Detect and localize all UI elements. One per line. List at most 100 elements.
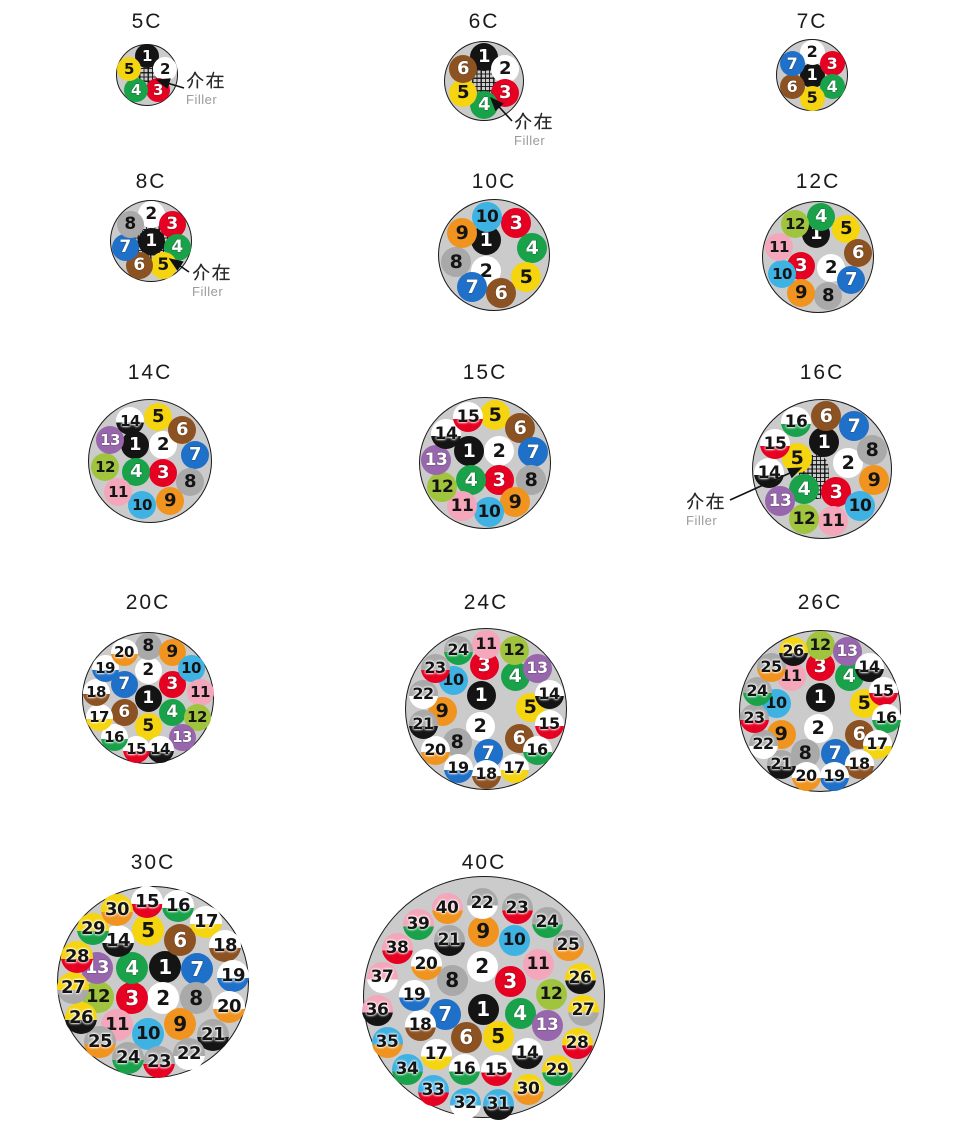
wire-number: 21 [412,714,434,733]
wire-number: 2 [475,954,489,978]
wire-24c-12: 12 [499,635,529,665]
cable-title-16c: 16C [799,361,845,384]
wire-7c-3: 3 [819,51,845,76]
wire-number: 10 [135,1023,161,1044]
wire-number: 3 [829,480,843,503]
wire-24c-24: 24 [443,635,473,665]
wire-26c-16: 16 [871,703,901,733]
wire-16c-8: 8 [857,435,887,465]
wire-40c-26: 26 [564,962,596,994]
wire-26c-23: 23 [739,703,769,733]
wire-number: 11 [450,495,474,516]
wire-8c-5: 5 [149,251,177,279]
wire-number: 4 [477,94,491,115]
cable-title-15c: 15C [462,361,508,384]
wire-number: 10 [848,495,872,516]
wire-number: 3 [492,468,506,491]
wire-number: 5 [491,1024,505,1048]
wire-26c-15: 15 [868,676,898,706]
wire-number: 5 [857,691,871,714]
wire-40c-30: 30 [512,1073,544,1105]
wire-number: 6 [456,58,470,79]
wire-number: 16 [875,708,897,727]
wire-number: 12 [85,986,111,1007]
wire-number: 2 [811,716,825,739]
wire-number: 7 [847,414,861,437]
wire-10c-10: 10 [472,202,502,232]
wire-number: 1 [477,46,491,67]
wire-number: 5 [519,265,533,288]
wire-40c-8: 8 [436,964,468,996]
filler-annotation-6c: Filler [514,112,552,148]
wire-number: 15 [126,739,146,758]
wire-16c-1: 1 [809,427,839,457]
wire-number: 17 [89,707,109,726]
wire-number: 7 [190,957,204,981]
wire-16c-15: 15 [760,429,790,459]
wire-number: 4 [513,1001,527,1025]
wire-40c-34: 34 [391,1053,423,1085]
wire-number: 3 [813,654,827,677]
wire-number: 5 [523,695,537,718]
wire-24c-17: 17 [499,753,529,783]
wire-number: 1 [462,439,476,462]
wire-number: 14 [120,411,140,430]
wire-number: 6 [852,722,866,745]
wire-40c-21: 21 [433,924,465,956]
wire-number: 4 [131,80,141,99]
wire-number: 15 [134,891,160,912]
wire-24c-2: 2 [465,711,495,741]
wire-20c-4: 4 [158,698,186,726]
wire-number: 2 [492,439,506,462]
wire-26c-20: 20 [791,761,821,791]
filler-annotation-16c: Filler [686,492,724,528]
wire-15c-9: 9 [500,487,530,517]
wire-number: 8 [189,986,203,1010]
wire-number: 7 [481,741,495,764]
filler-label-en: Filler [186,92,218,107]
wire-12c-5: 5 [832,215,860,243]
filler-label-en: Filler [192,284,224,299]
wire-10c-5: 5 [511,262,541,292]
kanji-zai-icon [534,112,552,130]
cable-title-6c: 6C [468,10,500,33]
wire-number: 7 [438,1002,452,1026]
wire-number: 1 [142,687,154,708]
wire-16c-10: 10 [845,491,875,521]
wire-40c-17: 17 [420,1038,452,1070]
wire-number: 17 [193,911,219,932]
wire-26c-18: 18 [844,749,874,779]
wire-30c-10: 10 [132,1018,164,1050]
wire-number: 1 [474,683,488,706]
cable-title-20c: 20C [125,591,171,614]
wire-40c-28: 28 [561,1027,593,1059]
wire-14c-5: 5 [144,403,172,431]
wire-30c-4: 4 [116,952,148,984]
wire-16c-14: 14 [754,458,784,488]
wire-number: 23 [424,658,446,677]
wire-number: 20 [414,953,438,974]
wire-20c-6: 6 [110,698,138,726]
wire-number: 5 [839,218,853,239]
wire-40c-5: 5 [482,1020,514,1052]
wire-10c-6: 6 [486,278,516,308]
wire-number: 1 [145,230,157,251]
wire-number: 1 [142,46,152,65]
wire-40c-25: 25 [552,929,584,961]
wire-16c-11: 11 [818,506,848,536]
wire-number: 18 [86,682,106,701]
wire-6c-5: 5 [449,79,477,107]
wire-number: 3 [826,53,838,73]
wire-number: 2 [498,58,512,79]
wire-24c-23: 23 [420,653,450,683]
wire-number: 33 [421,1079,445,1100]
wire-40c-22: 22 [466,887,498,919]
wire-number: 26 [782,641,804,660]
wire-30c-6: 6 [164,924,196,956]
wire-number: 5 [151,406,165,427]
wire-30c-3: 3 [116,982,148,1014]
filler-annotation-8c: Filler [192,263,230,299]
wire-number: 18 [408,1014,432,1035]
wire-14c-2: 2 [149,431,177,459]
wire-number: 9 [794,282,808,303]
